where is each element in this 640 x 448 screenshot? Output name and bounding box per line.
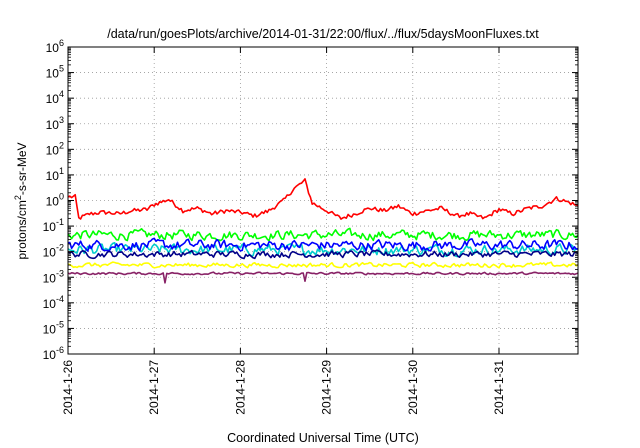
y-tick-label-base: 10 [43,271,57,285]
series-line-4 [67,237,579,252]
y-tick-label-base: 10 [46,195,60,209]
ticks [67,46,578,355]
series-line-5 [67,249,579,260]
x-tick-label: 2014-1-31 [492,360,506,415]
y-tick-label-exp: 4 [59,89,64,99]
y-tick-label: 10-5 [43,319,64,336]
y-tick-label: 10-2 [43,243,64,260]
y-tick-label: 10-4 [43,294,64,311]
x-tick-labels: 2014-1-26 2014-1-27 2014-1-28 2014-1-29 2014… [61,360,506,415]
y-tick-label-base: 10 [43,246,57,260]
y-tick-label-exp: -1 [56,217,64,227]
y-tick-label: 105 [46,64,64,81]
y-tick-label-exp: 2 [59,140,64,150]
y-tick-label: 100 [46,192,64,209]
chart-title: /data/run/goesPlots/archive/2014-01-31/2… [107,27,539,41]
series-line-2 [67,227,579,242]
x-tick-label: 2014-1-28 [233,360,247,415]
y-axis-label-prefix: protons/cm [15,200,29,259]
y-tick-label-base: 10 [43,297,57,311]
y-tick-label-base: 10 [46,118,60,132]
y-tick-label-base: 10 [46,67,60,81]
y-tick-label: 10-1 [43,217,64,234]
y-tick-label-exp: -2 [56,243,64,253]
y-tick-label-exp: 5 [59,64,64,74]
y-tick-label-exp: -3 [56,268,64,278]
y-tick-label: 101 [46,166,64,183]
y-tick-label-exp: 3 [59,115,64,125]
series-line-7 [67,271,579,284]
y-tick-label-exp: -4 [56,294,64,304]
y-tick-label-exp: -6 [56,345,64,355]
series-layer [67,178,579,284]
y-tick-label-base: 10 [46,143,60,157]
y-tick-label-base: 10 [43,220,57,234]
series-line-1 [67,178,579,220]
x-tick-label: 2014-1-30 [406,360,420,415]
y-axis-label-suffix: -s-sr-MeV [15,142,29,195]
x-tick-label: 2014-1-26 [61,360,75,415]
y-tick-labels: 10-610-510-410-310-210-11001011021031041… [43,38,64,362]
y-tick-label: 10-3 [43,268,64,285]
y-tick-label-exp: 6 [59,38,64,48]
y-tick-label: 103 [46,115,64,132]
y-axis-label: protons/cm2-s-sr-MeV [13,142,29,259]
x-tick-label: 2014-1-27 [147,360,161,415]
y-tick-label-exp: 0 [59,192,64,202]
grid [68,47,578,354]
y-tick-label: 104 [46,89,64,106]
y-axis-label-sup: 2 [13,195,23,200]
y-tick-label-base: 10 [46,92,60,106]
y-tick-label: 10-6 [43,345,64,362]
y-tick-label-base: 10 [43,348,57,362]
y-tick-label: 102 [46,140,64,157]
y-tick-label-base: 10 [43,322,57,336]
series-line-3 [67,242,579,258]
x-axis-label: Coordinated Universal Time (UTC) [227,431,419,445]
y-tick-label-exp: 1 [59,166,64,176]
y-tick-label-base: 10 [46,169,60,183]
y-tick-label: 106 [46,38,64,55]
x-tick-label: 2014-1-29 [320,360,334,415]
series-line-6 [67,261,579,269]
y-tick-label-base: 10 [46,41,60,55]
y-tick-label-exp: -5 [56,319,64,329]
